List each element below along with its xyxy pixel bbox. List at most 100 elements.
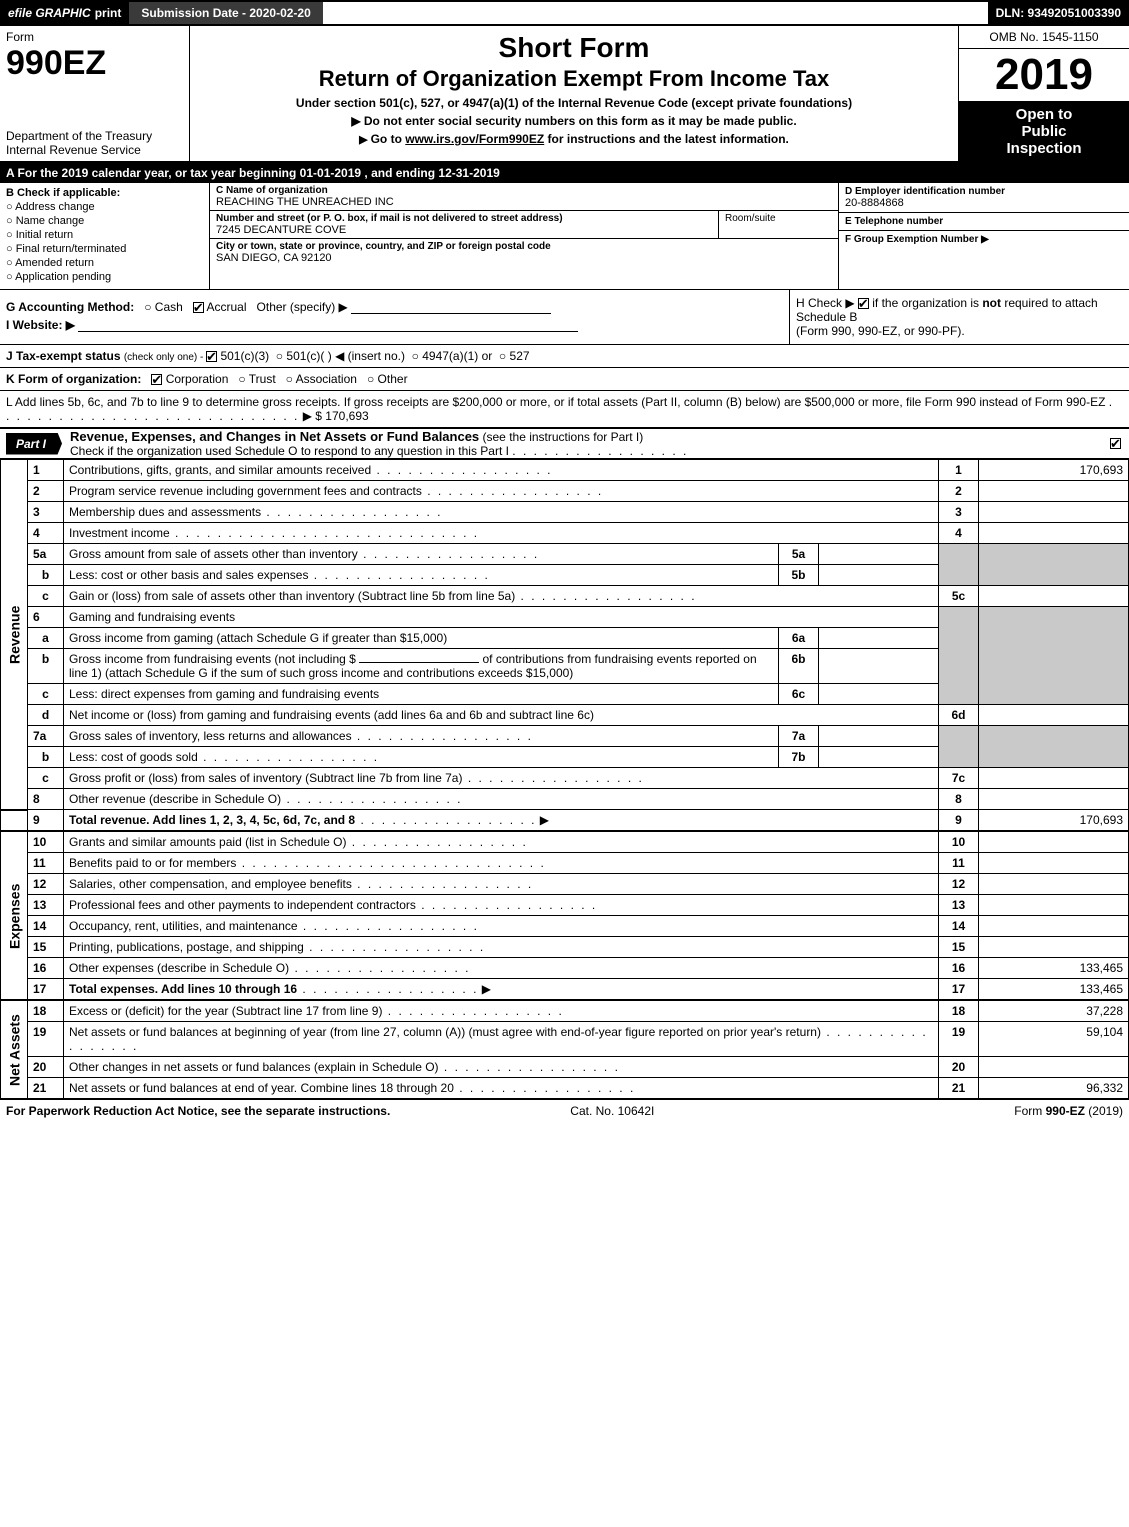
val-10 (979, 832, 1129, 853)
info-grid: B Check if applicable: Address change Na… (0, 183, 1129, 290)
g-other-blank[interactable] (351, 302, 551, 314)
desc-18: Excess or (deficit) for the year (Subtra… (64, 1001, 939, 1022)
nl-18: 18 (939, 1001, 979, 1022)
website-blank[interactable] (78, 320, 578, 332)
goto-line: ▶ Go to www.irs.gov/Form990EZ for instru… (200, 132, 948, 146)
ln-6d: d (28, 705, 64, 726)
part-1-title: Revenue, Expenses, and Changes in Net As… (70, 429, 479, 444)
omb-number: OMB No. 1545-1150 (959, 26, 1129, 49)
j-501c3-check[interactable] (206, 351, 217, 362)
val-7c (979, 768, 1129, 789)
chk-application-pending[interactable]: Application pending (6, 271, 203, 283)
desc-5a: Gross amount from sale of assets other t… (64, 544, 779, 565)
k-trust[interactable]: Trust (249, 372, 276, 386)
desc-4: Investment income (64, 523, 939, 544)
h-checkbox[interactable] (858, 298, 869, 309)
table-row: 20 Other changes in net assets or fund b… (1, 1057, 1129, 1078)
sv-6b (819, 649, 939, 684)
box-b-title: B Check if applicable: (6, 187, 203, 199)
chk-address-change[interactable]: Address change (6, 201, 203, 213)
chk-initial-return[interactable]: Initial return (6, 229, 203, 241)
tax-year: 2019 (959, 49, 1129, 102)
h-forms: (Form 990, 990-EZ, or 990-PF). (796, 324, 965, 338)
no-ssn-warning: Do not enter social security numbers on … (200, 114, 948, 128)
chk-name-change[interactable]: Name change (6, 215, 203, 227)
header-right: OMB No. 1545-1150 2019 Open to Public In… (959, 26, 1129, 161)
part-1-header: Part I Revenue, Expenses, and Changes in… (0, 429, 1129, 459)
val-9: 170,693 (979, 810, 1129, 831)
desc-6c: Less: direct expenses from gaming and fu… (64, 684, 779, 705)
sidecat-revenue: Revenue (1, 460, 28, 810)
sl-5a: 5a (779, 544, 819, 565)
val-18: 37,228 (979, 1001, 1129, 1022)
sv-5a (819, 544, 939, 565)
ln-5a: 5a (28, 544, 64, 565)
j-4947[interactable]: 4947(a)(1) or (422, 349, 492, 363)
revenue-table: Revenue 1 Contributions, gifts, grants, … (0, 459, 1129, 831)
nl-19: 19 (939, 1022, 979, 1057)
dept-line-1: Department of the Treasury (6, 129, 183, 143)
ln-6a: a (28, 628, 64, 649)
k-assoc[interactable]: Association (296, 372, 357, 386)
sl-7b: 7b (779, 747, 819, 768)
nl-10: 10 (939, 832, 979, 853)
desc-3: Membership dues and assessments (64, 502, 939, 523)
period-end: 12-31-2019 (438, 166, 499, 180)
desc-6a: Gross income from gaming (attach Schedul… (64, 628, 779, 649)
efile-tag: efile GRAPHIC print (0, 2, 129, 24)
short-form-title: Short Form (200, 32, 948, 64)
box-b: B Check if applicable: Address change Na… (0, 183, 210, 289)
row-j: J Tax-exempt status (check only one) - 5… (0, 345, 1129, 368)
goto-pre: Go to (371, 132, 406, 146)
g-label: G Accounting Method: (6, 300, 134, 314)
dln-number: DLN: 93492051003390 (988, 2, 1129, 24)
print-link[interactable]: print (95, 6, 122, 20)
ln-12: 12 (28, 874, 64, 895)
g-cash[interactable]: Cash (155, 300, 183, 314)
sv-7b (819, 747, 939, 768)
form-word: Form (6, 30, 183, 44)
ln-15: 15 (28, 937, 64, 958)
table-row: 2 Program service revenue including gove… (1, 481, 1129, 502)
period-begin: 01-01-2019 (300, 166, 361, 180)
j-527[interactable]: 527 (510, 349, 530, 363)
k-other[interactable]: Other (378, 372, 408, 386)
desc-5b: Less: cost or other basis and sales expe… (64, 565, 779, 586)
val-13 (979, 895, 1129, 916)
desc-7c: Gross profit or (loss) from sales of inv… (64, 768, 939, 789)
desc-7b: Less: cost of goods sold (64, 747, 779, 768)
g-accrual-check[interactable] (193, 302, 204, 313)
sv-7a (819, 726, 939, 747)
nl-2: 2 (939, 481, 979, 502)
val-1: 170,693 (979, 460, 1129, 481)
goto-post: for instructions and the latest informat… (548, 132, 789, 146)
irs-link[interactable]: www.irs.gov/Form990EZ (405, 132, 544, 146)
desc-19: Net assets or fund balances at beginning… (64, 1022, 939, 1057)
chk-final-return[interactable]: Final return/terminated (6, 243, 203, 255)
desc-21: Net assets or fund balances at end of ye… (64, 1078, 939, 1099)
row-l: L Add lines 5b, 6c, and 7b to line 9 to … (0, 391, 1129, 429)
desc-8: Other revenue (describe in Schedule O) (64, 789, 939, 810)
val-6d (979, 705, 1129, 726)
grey-7 (939, 726, 979, 768)
table-row: 16 Other expenses (describe in Schedule … (1, 958, 1129, 979)
line-h: H Check ▶ if the organization is not req… (789, 290, 1129, 344)
val-21: 96,332 (979, 1078, 1129, 1099)
dept-treasury: Department of the Treasury Internal Reve… (6, 129, 183, 157)
ln-16: 16 (28, 958, 64, 979)
ln-11: 11 (28, 853, 64, 874)
desc-13: Professional fees and other payments to … (64, 895, 939, 916)
sl-7a: 7a (779, 726, 819, 747)
j-501c[interactable]: 501(c)( ) ◀ (insert no.) (286, 349, 405, 363)
row-k: K Form of organization: Corporation ○ Tr… (0, 368, 1129, 391)
chk-amended-return[interactable]: Amended return (6, 257, 203, 269)
k-corp-check[interactable] (151, 374, 162, 385)
nl-20: 20 (939, 1057, 979, 1078)
part-1-tag: Part I (6, 433, 62, 455)
part-1-checkbox[interactable] (1110, 438, 1121, 449)
page-footer: For Paperwork Reduction Act Notice, see … (0, 1099, 1129, 1122)
ln-5c: c (28, 586, 64, 607)
ln-18: 18 (28, 1001, 64, 1022)
ln-21: 21 (28, 1078, 64, 1099)
footer-right-pre: Form (1014, 1104, 1045, 1118)
